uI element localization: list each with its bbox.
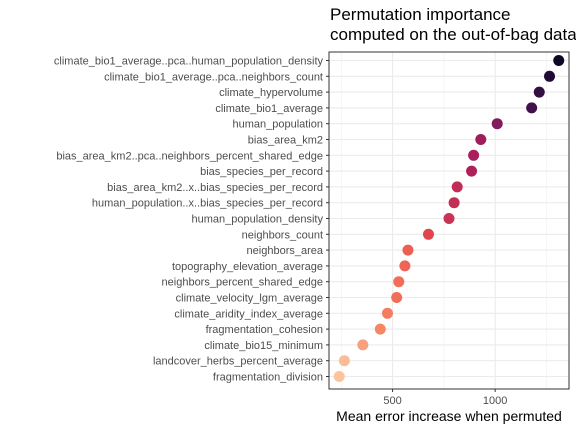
y-tick-label: human_population [232,119,323,131]
y-tick-label: climate_bio1_average..pca..human_populat… [54,56,324,68]
y-tick-label: neighbors_count [242,229,323,241]
y-axis-labels: climate_bio1_average..pca..human_populat… [54,56,329,384]
data-point [468,149,480,161]
y-tick-label: climate_bio1_average [215,103,323,115]
plot-border [328,51,570,390]
chart-title-line-1: Permutation importance [330,5,510,24]
data-point [391,292,403,303]
x-tick-label: 1000 [483,395,507,407]
y-tick-label: climate_bio1_average..pca..neighbors_cou… [104,71,323,83]
data-point [491,118,503,130]
data-point [443,213,455,224]
x-tick-label: 500 [383,395,401,407]
y-tick-label: landcover_herbs_percent_average [153,356,323,368]
data-point [357,339,369,351]
y-tick-label: bias_area_km2 [248,135,323,147]
data-point [393,276,405,288]
y-tick-label: climate_bio15_minimum [204,340,323,352]
y-tick-label: fragmentation_cohesion [206,324,323,336]
data-point [466,165,478,177]
x-axis-labels: 500 1000 [383,389,507,407]
data-point [475,134,487,145]
data-point [381,307,393,319]
y-tick-label: fragmentation_division [213,372,323,384]
data-point [533,86,545,98]
y-tick-label: human_population_density [192,214,324,226]
data-point [553,55,565,66]
data-point [374,323,386,335]
y-tick-label: climate_velocity_lgm_average [176,293,323,305]
data-point [338,355,350,367]
y-tick-label: neighbors_area [247,245,324,257]
y-tick-label: neighbors_percent_shared_edge [162,277,323,289]
data-point [544,70,556,82]
data-point [333,371,345,382]
y-tick-label: human_population..x..bias_species_per_re… [92,198,323,210]
data-point [451,181,463,193]
y-tick-label: climate_aridity_index_average [174,308,323,320]
y-tick-label: climate_hypervolume [219,87,323,99]
data-points [333,55,565,382]
data-point [399,260,411,272]
data-point [526,102,538,114]
x-axis-title: Mean error increase when permuted [336,408,562,424]
data-point [402,244,414,256]
y-tick-label: topography_elevation_average [172,261,323,273]
y-tick-label: bias_area_km2..pca..neighbors_percent_sh… [56,150,323,162]
y-tick-label: bias_area_km2..x..bias_species_per_recor… [107,182,323,194]
chart-title-line-2: computed on the out-of-bag data [330,25,576,44]
data-point [422,228,434,240]
data-point [448,197,460,209]
y-tick-label: bias_species_per_record [200,166,323,178]
